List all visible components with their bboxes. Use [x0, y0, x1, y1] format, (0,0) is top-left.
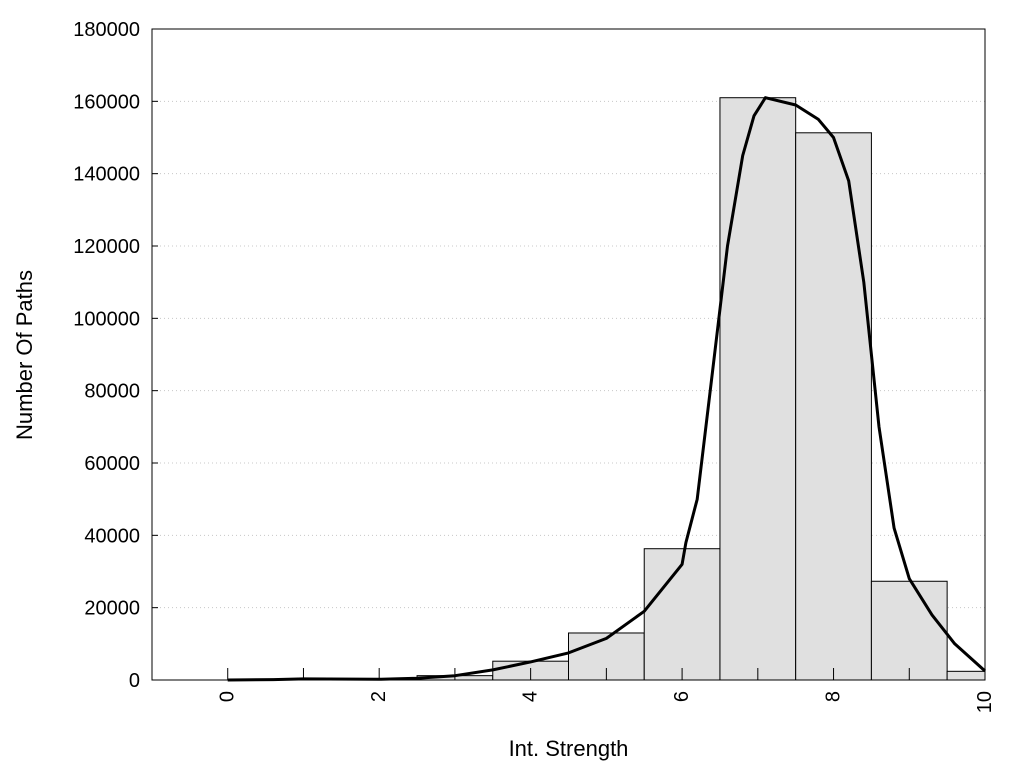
x-axis: 0 2 4 6 8 10: [217, 668, 996, 713]
x-tick-label: 4: [520, 691, 542, 702]
fit-curve: [227, 96, 987, 682]
y-tick-label: 0: [129, 670, 140, 692]
y-tick-label: 180000: [73, 19, 140, 41]
y-tick-label: 40000: [84, 525, 140, 547]
x-tick-label: 8: [823, 691, 845, 702]
y-axis-label: Number Of Paths: [12, 270, 37, 440]
y-tick-label: 100000: [73, 308, 140, 330]
y-tick-label: 160000: [73, 91, 140, 113]
x-tick-label: 10: [974, 691, 996, 713]
histogram-bar: [795, 132, 872, 681]
y-axis: 0 20000 40000 60000 80000 100000 120000 140000 1…: [73, 19, 158, 692]
bars: [416, 97, 986, 681]
x-tick-label: 0: [217, 691, 239, 702]
y-tick-label: 80000: [84, 381, 140, 403]
grid-lines: [152, 100, 985, 609]
y-tick-label: 120000: [73, 236, 140, 258]
x-tick-label: 2: [368, 691, 390, 702]
y-tick-label: 60000: [84, 453, 140, 475]
y-tick-label: 140000: [73, 164, 140, 186]
histogram-bar: [719, 97, 797, 681]
histogram-bar: [870, 580, 948, 681]
histogram-bar: [643, 548, 721, 681]
x-axis-label: Int. Strength: [509, 736, 629, 761]
plot-frame: [151, 28, 986, 681]
y-tick-label: 20000: [84, 598, 140, 620]
x-tick-label: 6: [671, 691, 693, 702]
histogram-bar: [946, 670, 986, 681]
